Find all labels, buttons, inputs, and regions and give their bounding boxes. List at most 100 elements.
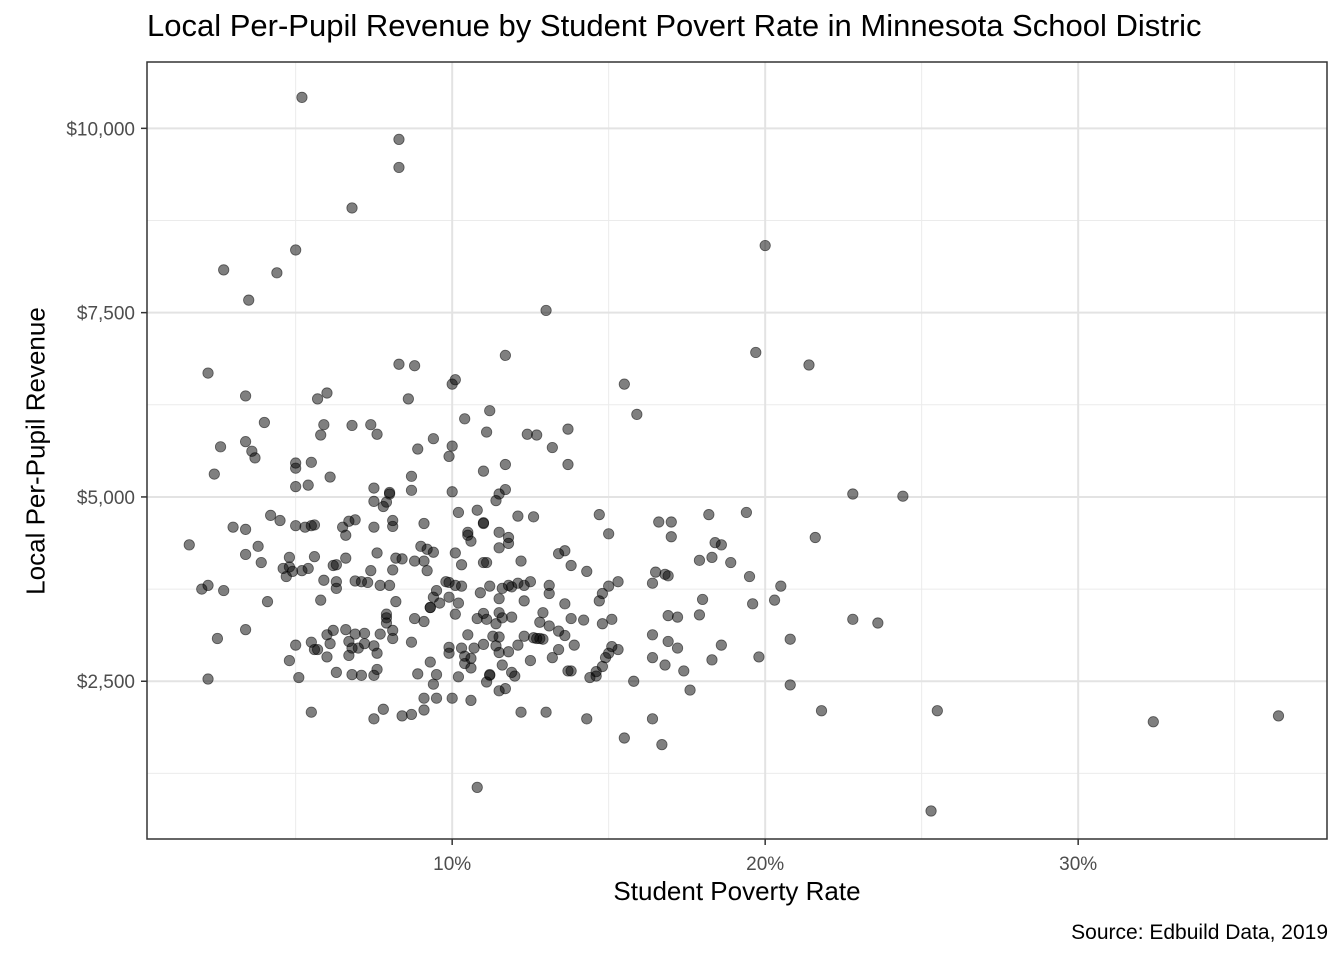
data-point — [271, 267, 283, 279]
data-point — [409, 360, 421, 372]
data-point — [305, 456, 317, 468]
data-point — [581, 713, 593, 725]
data-point — [706, 551, 718, 563]
x-axis-label: Student Poverty Rate — [613, 876, 861, 906]
data-point — [183, 539, 195, 551]
data-point — [387, 632, 399, 645]
data-point — [775, 580, 787, 592]
data-point — [559, 598, 571, 610]
data-point — [631, 408, 643, 420]
data-point — [218, 264, 230, 276]
data-point — [393, 133, 405, 146]
data-point — [405, 636, 418, 648]
data-point — [346, 419, 358, 432]
data-point — [646, 652, 659, 664]
data-point — [521, 428, 533, 440]
data-point — [371, 663, 383, 676]
data-point — [305, 706, 317, 718]
data-point — [562, 423, 574, 435]
data-point — [546, 652, 558, 664]
data-point — [512, 639, 524, 651]
data-point — [449, 608, 461, 620]
data-point — [603, 580, 615, 592]
data-point — [618, 732, 630, 744]
data-point — [524, 576, 537, 588]
data-point — [365, 565, 377, 577]
data-point — [784, 633, 796, 645]
data-point — [484, 405, 496, 417]
data-point — [330, 559, 342, 571]
data-point — [311, 393, 324, 405]
data-point — [362, 576, 374, 589]
data-point — [412, 668, 424, 680]
data-point — [446, 692, 458, 704]
data-point — [546, 441, 558, 454]
data-point — [753, 651, 765, 663]
data-point — [405, 484, 418, 496]
data-point — [346, 202, 358, 214]
data-point — [352, 642, 364, 654]
data-point — [239, 548, 252, 561]
data-point — [324, 471, 336, 483]
data-point — [527, 511, 540, 523]
data-point — [784, 679, 796, 691]
data-point — [540, 304, 552, 317]
data-point — [496, 582, 508, 594]
data-point — [368, 713, 380, 725]
data-point — [318, 574, 330, 586]
data-point — [506, 611, 518, 623]
data-point — [296, 91, 308, 103]
data-point — [696, 593, 709, 606]
y-tick-label: $2,500 — [77, 672, 135, 693]
data-point — [239, 436, 252, 448]
data-point — [427, 546, 439, 558]
data-point — [803, 359, 815, 371]
data-point — [481, 556, 493, 569]
plot-panel — [147, 62, 1327, 839]
data-point — [368, 521, 380, 533]
data-point — [393, 358, 405, 370]
data-point — [468, 642, 480, 654]
data-point — [452, 506, 465, 519]
data-point — [493, 593, 505, 605]
data-point — [703, 509, 715, 521]
data-point — [418, 555, 430, 567]
data-point — [552, 643, 565, 656]
data-point — [324, 638, 336, 650]
data-point — [471, 781, 483, 793]
data-point — [380, 617, 393, 629]
data-point — [405, 708, 418, 721]
data-point — [559, 629, 571, 642]
data-point — [465, 662, 477, 674]
data-point — [330, 666, 342, 678]
data-point — [283, 654, 296, 667]
x-tick-label: 30% — [1059, 854, 1097, 875]
data-point — [481, 613, 493, 625]
data-point — [515, 555, 527, 567]
data-point — [368, 495, 380, 507]
data-point — [202, 367, 214, 379]
data-point — [452, 671, 465, 683]
data-point — [578, 614, 590, 626]
data-point — [650, 566, 662, 578]
y-axis-label: Local Per-Pupil Revenue — [20, 307, 51, 595]
data-point — [537, 633, 549, 645]
data-point — [427, 678, 439, 690]
data-point — [455, 559, 468, 571]
data-point — [368, 482, 380, 494]
data-point — [330, 582, 342, 594]
data-point — [365, 419, 377, 431]
data-point — [750, 346, 762, 359]
x-tick-label: 20% — [746, 854, 784, 875]
data-point — [512, 510, 524, 522]
data-point — [196, 583, 208, 595]
data-point — [612, 576, 624, 588]
data-point — [502, 537, 515, 549]
data-point — [646, 577, 659, 589]
data-point — [252, 540, 264, 552]
data-point — [665, 531, 677, 543]
data-point — [502, 646, 515, 658]
data-point — [283, 551, 296, 563]
data-point — [443, 647, 455, 659]
